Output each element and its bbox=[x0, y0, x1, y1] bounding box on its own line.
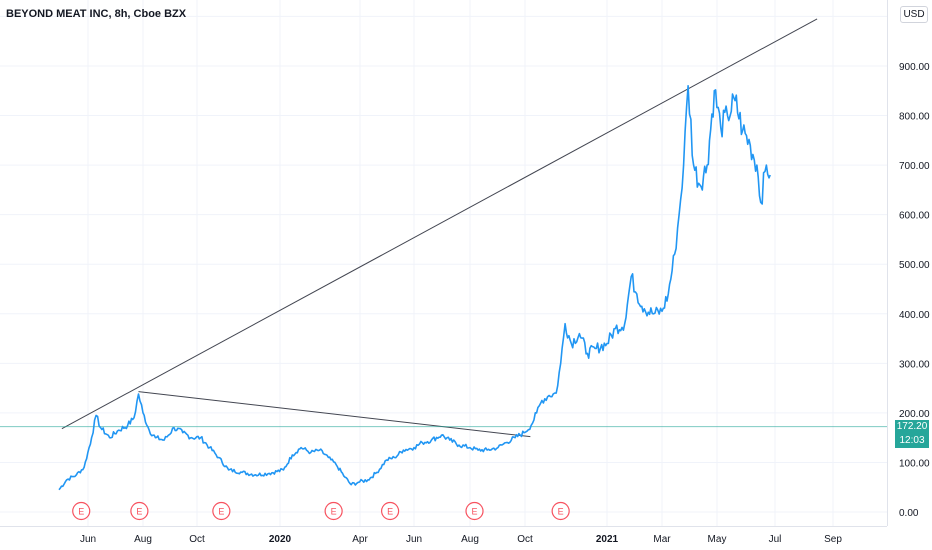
earnings-marker[interactable]: E bbox=[324, 501, 343, 521]
grid-lines bbox=[0, 0, 887, 526]
x-tick-label: 2021 bbox=[596, 534, 619, 545]
x-tick-label: May bbox=[708, 534, 727, 545]
earnings-marker[interactable]: E bbox=[465, 501, 484, 521]
y-tick-label: 0.00 bbox=[899, 508, 919, 519]
earnings-marker-circle[interactable] bbox=[551, 501, 570, 521]
earnings-marker-label: E bbox=[78, 507, 84, 517]
current-price-label: 172.20 bbox=[895, 420, 929, 434]
x-tick-label: Oct bbox=[189, 534, 205, 545]
price-series-line bbox=[58, 85, 771, 491]
y-tick-label: 700.00 bbox=[899, 161, 930, 172]
y-tick-label: 600.00 bbox=[899, 211, 930, 222]
countdown-label: 12:03 bbox=[895, 434, 929, 448]
symbol-title: BEYOND MEAT INC, 8h, Cboe BZX bbox=[6, 8, 187, 20]
y-tick-label: 300.00 bbox=[899, 359, 930, 370]
earnings-marker[interactable]: E bbox=[551, 501, 570, 521]
earnings-marker-circle[interactable] bbox=[380, 501, 400, 521]
x-tick-label: Aug bbox=[461, 534, 479, 545]
earnings-marker-label: E bbox=[136, 507, 142, 517]
y-tick-label: 800.00 bbox=[899, 112, 930, 123]
x-tick-label: 2020 bbox=[269, 534, 292, 545]
earnings-marker-label: E bbox=[387, 507, 393, 517]
earnings-marker-circle[interactable] bbox=[212, 501, 231, 521]
x-tick-label: Apr bbox=[352, 534, 368, 545]
x-tick-label: Aug bbox=[134, 534, 152, 545]
x-tick-label: Jun bbox=[406, 534, 422, 545]
earnings-marker-circle[interactable] bbox=[465, 501, 484, 521]
earnings-marker-circle[interactable] bbox=[324, 501, 343, 521]
trendline[interactable] bbox=[61, 18, 818, 430]
earnings-marker[interactable]: E bbox=[380, 501, 400, 521]
trendline[interactable] bbox=[138, 391, 531, 438]
earnings-marker-label: E bbox=[472, 507, 478, 517]
y-tick-label: 100.00 bbox=[899, 458, 930, 469]
y-tick-label: 900.00 bbox=[899, 62, 930, 73]
currency-button[interactable]: USD bbox=[900, 6, 928, 23]
x-tick-label: Jun bbox=[80, 534, 96, 545]
x-tick-label: Mar bbox=[653, 534, 671, 545]
earnings-marker[interactable]: E bbox=[212, 501, 231, 521]
earnings-marker[interactable]: E bbox=[130, 501, 149, 521]
y-tick-label: 400.00 bbox=[899, 310, 930, 321]
earnings-marker-label: E bbox=[558, 507, 564, 517]
x-tick-label: Sep bbox=[824, 534, 842, 545]
x-tick-label: Oct bbox=[517, 534, 533, 545]
plot-background bbox=[0, 0, 887, 526]
earnings-marker-label: E bbox=[218, 507, 224, 517]
earnings-marker-label: E bbox=[331, 507, 337, 517]
earnings-marker[interactable]: E bbox=[72, 501, 91, 521]
x-tick-label: Jul bbox=[769, 534, 782, 545]
trendlines[interactable] bbox=[61, 18, 818, 438]
time-axis[interactable]: Jun Aug Oct 2020 Apr Jun Aug Oct 2021 Mar May Jul Se… bbox=[80, 534, 842, 545]
earnings-marker-circle[interactable] bbox=[72, 501, 91, 521]
price-axis[interactable]: 900.00 800.00 700.00 600.00 500.00 400.00 300.… bbox=[899, 62, 930, 519]
earnings-marker-circle[interactable] bbox=[130, 501, 149, 521]
y-tick-label: 500.00 bbox=[899, 260, 930, 271]
y-tick-label: 200.00 bbox=[899, 409, 930, 420]
